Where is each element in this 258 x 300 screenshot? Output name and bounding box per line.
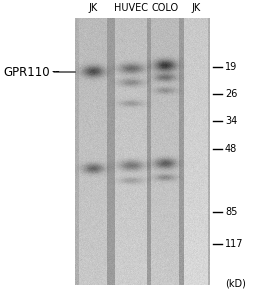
Text: (kD): (kD) [225,278,246,288]
Text: JK: JK [88,3,98,13]
Text: JK: JK [191,3,201,13]
Text: HUVEC: HUVEC [114,3,148,13]
Text: --: -- [51,65,60,79]
Text: 26: 26 [225,89,237,99]
Text: COLO: COLO [151,3,179,13]
Text: 19: 19 [225,62,237,72]
Text: GPR110: GPR110 [3,65,50,79]
Text: 85: 85 [225,207,237,217]
Text: 48: 48 [225,144,237,154]
Text: 34: 34 [225,116,237,126]
Text: 117: 117 [225,238,244,249]
